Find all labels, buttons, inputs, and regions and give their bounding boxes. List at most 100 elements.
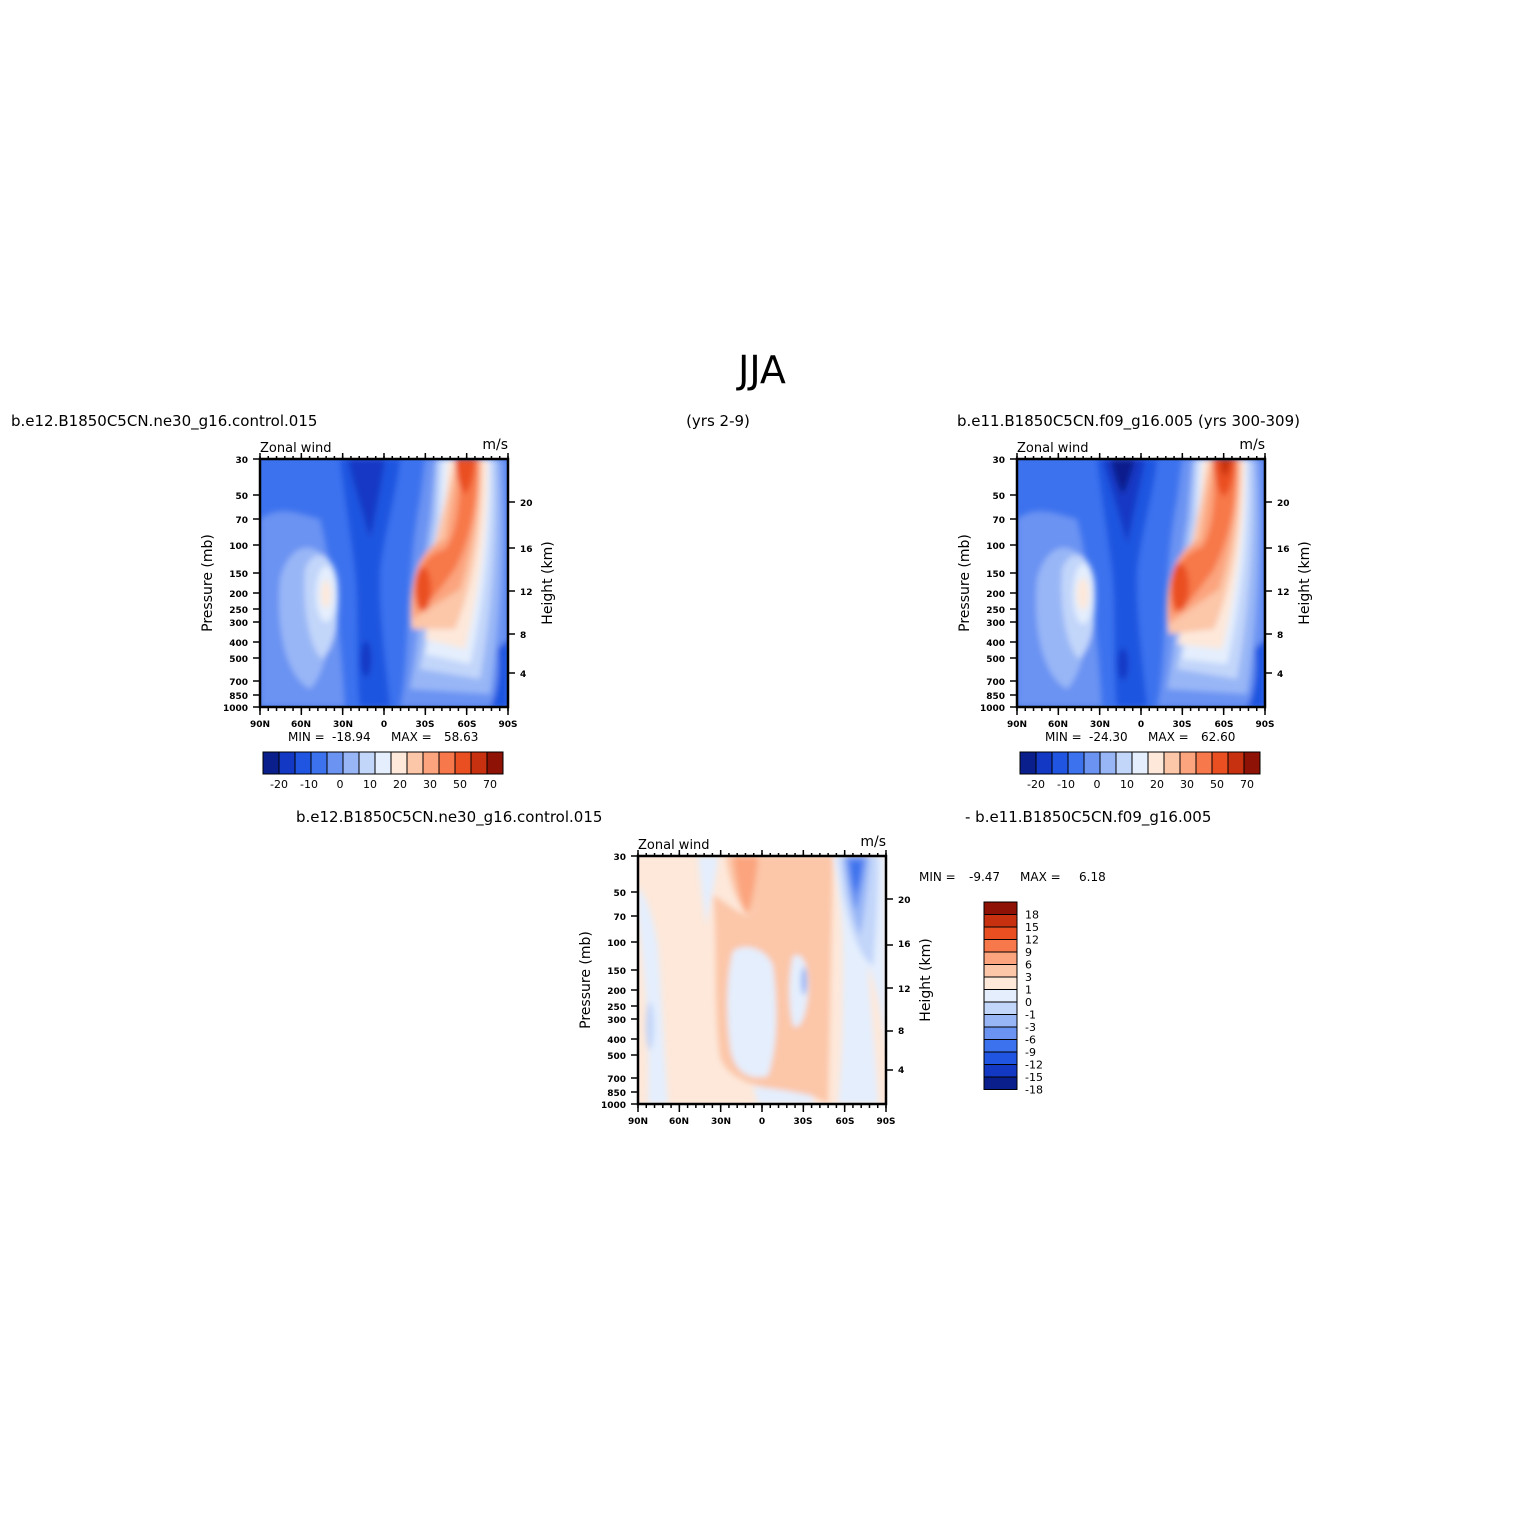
panel-subtitle-units: m/s	[1239, 437, 1265, 453]
y-tick-label: 500	[607, 1052, 626, 1062]
contour-field	[260, 459, 508, 707]
tick-marks	[253, 453, 515, 715]
y-right-tick-label: 12	[898, 985, 911, 995]
y-tick-label: 150	[229, 570, 248, 580]
y-axis-height: 20 16 12 8 4	[520, 499, 533, 680]
x-tick-label: 60N	[291, 720, 311, 730]
y-axis-height: 20 16 12 8 4	[898, 896, 911, 1076]
y-right-tick-label: 8	[898, 1027, 904, 1037]
colorbar: -20 -10 0 10 20 30 50 70	[1019, 751, 1261, 791]
colorbar-swatch	[1179, 751, 1197, 775]
colorbar-swatch	[1067, 751, 1085, 775]
y-tick-label: 30	[613, 853, 626, 863]
x-tick-label: 60S	[1214, 720, 1233, 730]
colorbar-label: 15	[1025, 921, 1039, 934]
colorbar-swatch	[310, 751, 328, 775]
y-tick-label: 200	[986, 590, 1005, 600]
colorbar-label: 12	[1025, 934, 1039, 947]
colorbar-label: -6	[1025, 1034, 1036, 1047]
y-tick-label: 30	[992, 456, 1005, 466]
y-axis-pressure: 30 50 70 100 150 200 250 300 400 500 700…	[223, 456, 248, 714]
colorbar-label: -12	[1025, 1059, 1043, 1072]
y-tick-label: 70	[235, 516, 248, 526]
y-tick-label: 400	[607, 1036, 626, 1046]
y-right-tick-label: 4	[1277, 670, 1283, 680]
colorbar-label: 70	[483, 778, 497, 791]
x-tick-label: 90S	[1255, 720, 1274, 730]
panel-subtitle-variable: Zonal wind	[1017, 441, 1089, 456]
x-axis: 90N 60N 30N 0 30S 60S 90S	[1007, 720, 1275, 730]
panel-comparison: Zonal wind m/s 90N 60N 30N 0 30S 60S 90S…	[957, 437, 1313, 791]
colorbar-swatch	[983, 914, 1018, 928]
colorbar-label: -20	[270, 778, 288, 791]
y-tick-label: 200	[229, 590, 248, 600]
colorbar-swatch	[1227, 751, 1245, 775]
max-label: MAX =	[1020, 870, 1061, 884]
x-tick-label: 90N	[250, 720, 270, 730]
colorbar-swatch	[1147, 751, 1165, 775]
colorbar-swatch	[1131, 751, 1149, 775]
colorbar-label: 6	[1025, 959, 1032, 972]
colorbar-label: -1	[1025, 1009, 1036, 1022]
y-axis-title: Pressure (mb)	[578, 931, 594, 1029]
y-tick-label: 850	[607, 1089, 626, 1099]
diff-left-header: b.e12.B1850C5CN.ne30_g16.control.015	[296, 808, 602, 827]
colorbar-swatch	[470, 751, 488, 775]
max-value: 58.63	[444, 730, 478, 744]
min-label: MIN =	[919, 870, 956, 884]
y-tick-label: 250	[986, 606, 1005, 616]
y-tick-label: 150	[986, 570, 1005, 580]
y-tick-label: 500	[986, 655, 1005, 665]
contour-field	[638, 856, 886, 1104]
colorbar-swatch	[1163, 751, 1181, 775]
colorbar-swatch	[983, 1051, 1018, 1065]
y-tick-label: 250	[607, 1003, 626, 1013]
colorbar-label: -9	[1025, 1046, 1036, 1059]
colorbar-swatch	[983, 939, 1018, 953]
y-axis-title: Pressure (mb)	[957, 534, 973, 632]
colorbar-label: 0	[1025, 996, 1032, 1009]
colorbar-label: 70	[1240, 778, 1254, 791]
colorbar-label: -18	[1025, 1084, 1043, 1097]
y-tick-label: 700	[607, 1075, 626, 1085]
colorbar-swatch	[1243, 751, 1261, 775]
colorbar-swatch	[438, 751, 456, 775]
y-tick-label: 1000	[223, 704, 248, 714]
colorbar-swatch	[1035, 751, 1053, 775]
y-right-tick-label: 8	[520, 631, 526, 641]
colorbar-swatch	[983, 1026, 1018, 1040]
colorbar-swatch	[390, 751, 408, 775]
y-right-tick-label: 12	[520, 588, 533, 598]
panel-subtitle-variable: Zonal wind	[638, 838, 710, 853]
colorbar-swatch	[294, 751, 312, 775]
y-tick-label: 150	[607, 967, 626, 977]
x-axis: 90N 60N 30N 0 30S 60S 90S	[628, 1117, 896, 1127]
x-tick-label: 60S	[835, 1117, 854, 1127]
colorbar-swatch	[358, 751, 376, 775]
colorbar-label: -3	[1025, 1021, 1036, 1034]
colorbar-label: 30	[423, 778, 437, 791]
colorbar-swatch	[422, 751, 440, 775]
colorbar-label: 0	[1094, 778, 1101, 791]
colorbar-label: 18	[1025, 909, 1039, 922]
y-right-tick-label: 20	[898, 896, 911, 906]
x-tick-label: 30S	[1172, 720, 1191, 730]
y-right-tick-label: 20	[520, 499, 533, 509]
y-tick-label: 500	[229, 655, 248, 665]
x-tick-label: 30S	[793, 1117, 812, 1127]
tick-marks	[1010, 453, 1272, 715]
colorbar-swatch	[983, 1064, 1018, 1078]
y-right-tick-label: 4	[898, 1066, 904, 1076]
y-right-tick-label: 12	[1277, 588, 1290, 598]
y-tick-label: 850	[986, 692, 1005, 702]
min-value: -18.94	[332, 730, 371, 744]
x-tick-label: 30N	[333, 720, 353, 730]
x-tick-label: 60N	[1048, 720, 1068, 730]
x-tick-label: 90N	[1007, 720, 1027, 730]
panel-subtitle-variable: Zonal wind	[260, 441, 332, 456]
x-tick-label: 0	[1138, 720, 1144, 730]
y-axis-pressure: 30 50 70 100 150 200 250 300 400 500 700…	[601, 853, 626, 1111]
colorbar-swatch	[486, 751, 504, 775]
